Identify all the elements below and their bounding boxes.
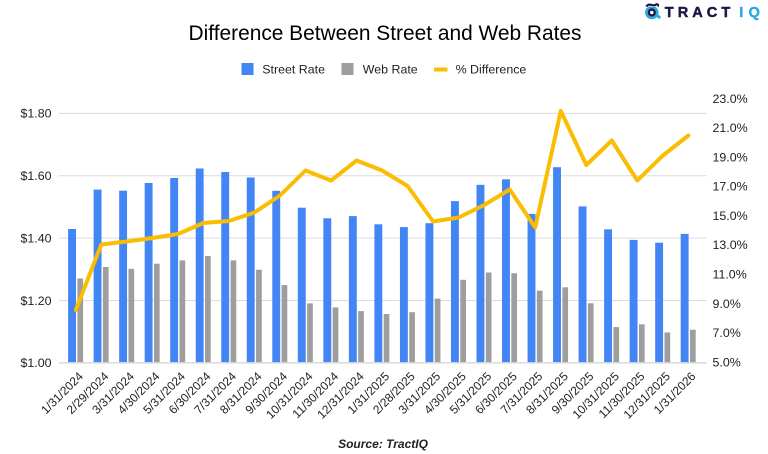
svg-text:Source: TractIQ: Source: TractIQ xyxy=(338,437,428,451)
svg-text:17.0%: 17.0% xyxy=(713,180,748,194)
svg-text:$1.80: $1.80 xyxy=(20,107,51,121)
svg-text:Difference Between Street and: Difference Between Street and Web Rates xyxy=(189,22,582,45)
svg-text:13.0%: 13.0% xyxy=(713,238,748,252)
svg-text:23.0%: 23.0% xyxy=(713,92,748,106)
svg-text:15.0%: 15.0% xyxy=(713,209,748,223)
svg-text:% Difference: % Difference xyxy=(456,62,527,76)
svg-text:$1.20: $1.20 xyxy=(20,294,51,308)
svg-text:19.0%: 19.0% xyxy=(713,150,748,164)
svg-text:Web Rate: Web Rate xyxy=(363,62,418,76)
svg-text:$1.60: $1.60 xyxy=(20,169,51,183)
svg-text:$1.40: $1.40 xyxy=(20,231,51,245)
svg-text:9.0%: 9.0% xyxy=(713,297,741,311)
svg-text:7.0%: 7.0% xyxy=(713,326,741,340)
svg-text:11.0%: 11.0% xyxy=(713,268,747,282)
svg-text:IQ: IQ xyxy=(739,5,765,21)
svg-text:TRACT: TRACT xyxy=(665,5,734,21)
svg-text:$1.00: $1.00 xyxy=(20,356,51,370)
svg-text:21.0%: 21.0% xyxy=(713,121,748,135)
svg-text:Street Rate: Street Rate xyxy=(262,62,325,76)
svg-text:5.0%: 5.0% xyxy=(713,355,741,369)
